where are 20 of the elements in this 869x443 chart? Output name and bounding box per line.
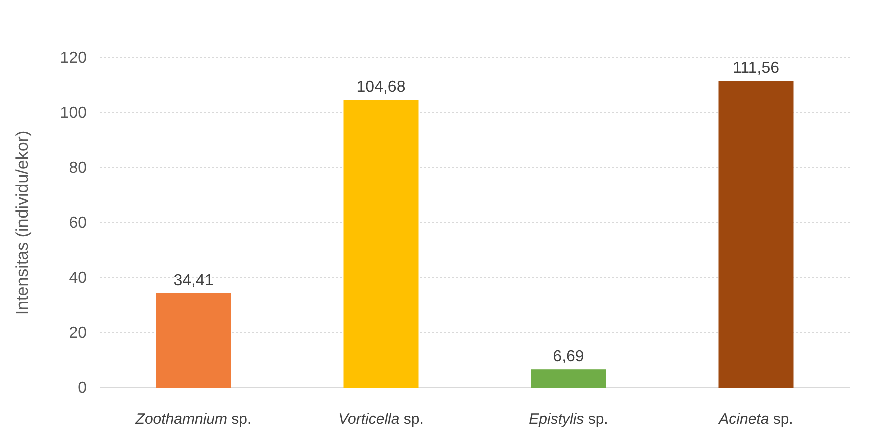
y-axis-title: Intensitas (individu/ekor) (13, 130, 32, 316)
x-tick-label: Zoothamnium sp. (134, 411, 252, 428)
y-tick-label: 60 (69, 215, 88, 232)
y-tick-label: 120 (60, 50, 88, 68)
y-tick-label: 40 (69, 270, 88, 288)
x-tick-label: Epistylis sp. (529, 411, 608, 428)
bar (718, 81, 794, 388)
y-tick-label: 80 (69, 160, 88, 178)
y-tick-label: 0 (78, 380, 88, 398)
data-label: 111,56 (732, 60, 780, 78)
data-label: 6,69 (553, 348, 584, 366)
x-tick-label: Acineta sp. (718, 411, 794, 428)
data-label: 104,68 (356, 79, 406, 96)
bar (531, 370, 606, 388)
x-tick-label: Vorticella sp. (338, 411, 424, 428)
data-label: 34,41 (174, 272, 214, 290)
bar (344, 100, 419, 388)
y-tick-label: 100 (60, 105, 88, 122)
y-tick-label: 20 (69, 325, 88, 342)
bar (156, 293, 232, 388)
